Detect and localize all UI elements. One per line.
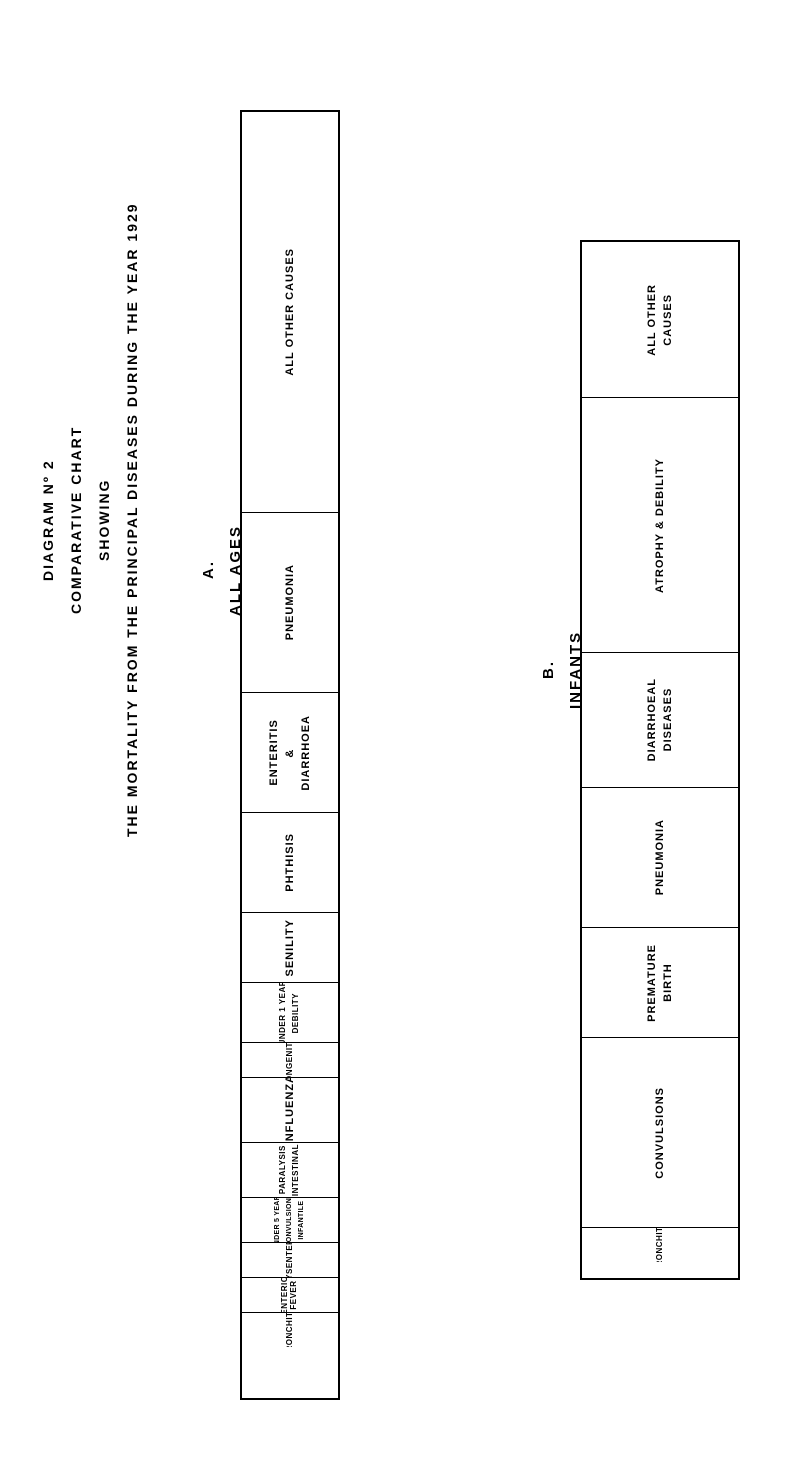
segment: UNDER 5 YEARS CONVULSIONS INFANTILE bbox=[242, 1197, 338, 1242]
segment: BRONCHITIS bbox=[242, 1312, 338, 1347]
segment-stack: ENTERITIS&DIARRHOEA bbox=[268, 715, 312, 791]
segment-label-part: DIARRHOEAL bbox=[646, 678, 658, 761]
segment-label-part: CONVULSIONS bbox=[286, 1197, 294, 1242]
diagram-number: DIAGRAM Nº 2 bbox=[40, 70, 56, 970]
segment-stack: ALL OTHER CAUSES bbox=[646, 284, 674, 356]
segment: ALL OTHER CAUSES bbox=[242, 112, 338, 512]
segment-label: PNEUMONIA bbox=[654, 819, 666, 895]
segment-stack: DIARRHOEAL DISEASES bbox=[646, 678, 674, 761]
segment: ENTERIC FEVER bbox=[242, 1277, 338, 1312]
segment-label: PHTHISIS bbox=[284, 833, 296, 892]
segment-label-part: UNDER 5 YEARS bbox=[274, 1197, 282, 1242]
segment-stack: UNDER 5 YEARS CONVULSIONS INFANTILE bbox=[274, 1197, 305, 1242]
segment: DYSENTERY bbox=[242, 1242, 338, 1277]
showing-label: SHOWING bbox=[96, 70, 112, 970]
segment: ATROPHY & DEBILITY bbox=[582, 397, 738, 652]
segment-label: CONVULSIONS bbox=[654, 1087, 666, 1179]
segment: PREMATURE BIRTH bbox=[582, 927, 738, 1037]
page: DIAGRAM Nº 2 COMPARATIVE CHART SHOWING T… bbox=[20, 20, 780, 1445]
segment-label: DYSENTERY bbox=[286, 1242, 295, 1277]
segment-label-part: DEBILITY bbox=[292, 982, 301, 1042]
segment-label-part: ENTERITIS bbox=[268, 715, 280, 791]
segment-label-part: INTESTINAL bbox=[292, 1144, 301, 1196]
subtitle: THE MORTALITY FROM THE PRINCIPAL DISEASE… bbox=[124, 70, 140, 970]
segment-label: BRONCHITIS bbox=[656, 1227, 665, 1262]
segment-label-part: ALL OTHER bbox=[646, 284, 658, 356]
segment-label: SENILITY bbox=[284, 919, 296, 977]
segment-label: ALL OTHER CAUSES bbox=[284, 248, 296, 376]
segment-stack: UNDER 1 YEAR DEBILITY bbox=[279, 982, 301, 1042]
segment-label-part: BIRTH bbox=[662, 944, 674, 1022]
chart-type: COMPARATIVE CHART bbox=[68, 70, 84, 970]
title-group: DIAGRAM Nº 2 COMPARATIVE CHART SHOWING T… bbox=[40, 70, 140, 970]
segment: PARALYSIS INTESTINAL bbox=[242, 1142, 338, 1197]
segment-label: ATROPHY & DEBILITY bbox=[654, 458, 666, 593]
section-a-label: A. ALL AGES bbox=[200, 220, 244, 920]
segment: PNEUMONIA bbox=[242, 512, 338, 692]
segment-label: PNEUMONIA bbox=[284, 564, 296, 640]
segment-label: BRONCHITIS bbox=[286, 1312, 295, 1347]
section-b-label: B. INFANTS bbox=[540, 420, 584, 920]
segment-label-part: PARALYSIS bbox=[279, 1144, 288, 1196]
segment-label-part: & bbox=[284, 715, 296, 791]
segment-label-part: INFANTILE bbox=[298, 1197, 306, 1242]
segment: ENTERITIS&DIARRHOEA bbox=[242, 692, 338, 812]
segment-stack: PARALYSIS INTESTINAL bbox=[279, 1144, 301, 1196]
section-a-letter: A. bbox=[200, 220, 217, 920]
segment-label: CONGENITAL bbox=[286, 1042, 295, 1077]
segment: DIARRHOEAL DISEASES bbox=[582, 652, 738, 787]
segment: PNEUMONIA bbox=[582, 787, 738, 927]
segment: PHTHISIS bbox=[242, 812, 338, 912]
section-b-letter: B. bbox=[540, 420, 557, 920]
segment-label-part: CAUSES bbox=[662, 284, 674, 356]
chart-a: ALL OTHER CAUSES PNEUMONIA ENTERITIS&DIARR… bbox=[240, 110, 340, 1400]
segment: SENILITY bbox=[242, 912, 338, 982]
segment-stack: PREMATURE BIRTH bbox=[646, 944, 674, 1022]
segment: BRONCHITIS bbox=[582, 1227, 738, 1262]
segment: ALL OTHER CAUSES bbox=[582, 242, 738, 397]
segment: CONGENITAL bbox=[242, 1042, 338, 1077]
segment: INFLUENZA bbox=[242, 1077, 338, 1142]
segment: UNDER 1 YEAR DEBILITY bbox=[242, 982, 338, 1042]
segment-label: INFLUENZA bbox=[284, 1077, 296, 1142]
segment-label-part: DIARRHOEA bbox=[300, 715, 312, 791]
segment: CONVULSIONS bbox=[582, 1037, 738, 1227]
segment-label: ENTERIC FEVER bbox=[281, 1277, 299, 1312]
segment-label-part: PREMATURE bbox=[646, 944, 658, 1022]
chart-b: ALL OTHER CAUSES ATROPHY & DEBILITY DIARRHO… bbox=[580, 240, 740, 1280]
segment-label-part: DISEASES bbox=[662, 678, 674, 761]
segment-label-part: UNDER 1 YEAR bbox=[279, 982, 288, 1042]
